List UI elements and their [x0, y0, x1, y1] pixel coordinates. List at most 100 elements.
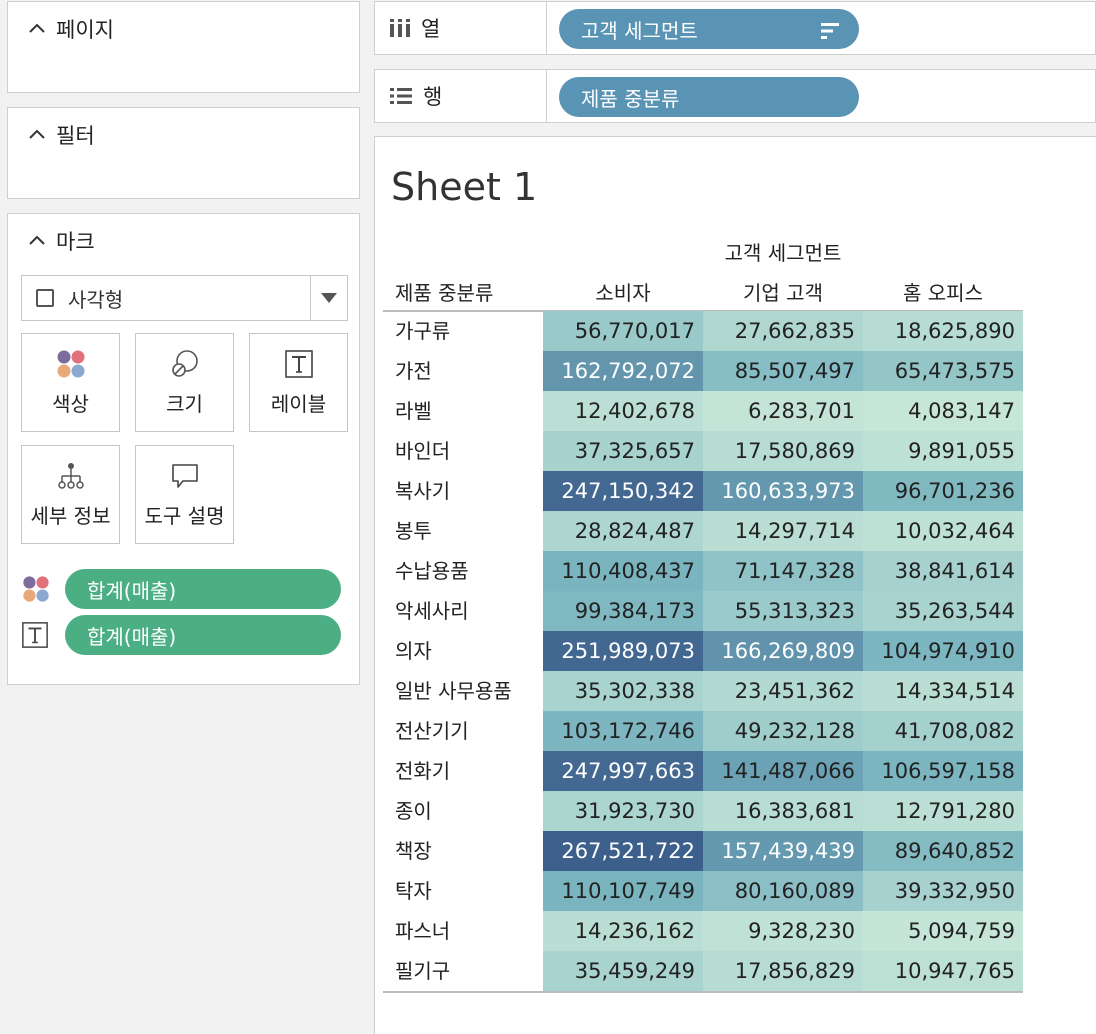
row-label[interactable]: 종이: [395, 799, 432, 823]
column-group-header[interactable]: 고객 세그먼트: [724, 241, 842, 265]
cell-home-office[interactable]: 14,334,514: [863, 671, 1023, 711]
table-row[interactable]: 일반 사무용품 35,302,338 23,451,362 14,334,514: [383, 671, 1023, 711]
cell-home-office[interactable]: 65,473,575: [863, 351, 1023, 391]
table-row[interactable]: 라벨 12,402,678 6,283,701 4,083,147: [383, 391, 1023, 431]
table-row[interactable]: 탁자 110,107,749 80,160,089 39,332,950: [383, 871, 1023, 911]
columns-shelf[interactable]: 열 고객 세그먼트: [374, 1, 1096, 55]
table-row[interactable]: 봉투 28,824,487 14,297,714 10,032,464: [383, 511, 1023, 551]
row-label[interactable]: 전산기기: [395, 719, 469, 743]
rows-shelf[interactable]: 행 제품 중분류: [374, 69, 1096, 123]
table-row[interactable]: 책장 267,521,722 157,439,439 89,640,852: [383, 831, 1023, 871]
color-measure-pill[interactable]: 합계(매출): [65, 569, 341, 609]
cell-home-office[interactable]: 41,708,082: [863, 711, 1023, 751]
mark-type-dropdown[interactable]: 사각형: [21, 275, 348, 321]
table-row[interactable]: 악세사리 99,384,173 55,313,323 35,263,544: [383, 591, 1023, 631]
color-button[interactable]: 색상: [21, 333, 120, 432]
cell-consumer[interactable]: 247,150,342: [543, 471, 703, 511]
cell-consumer[interactable]: 28,824,487: [543, 511, 703, 551]
detail-button[interactable]: 세부 정보: [21, 445, 120, 544]
cell-corporate[interactable]: 71,147,328: [703, 551, 863, 591]
cell-corporate[interactable]: 6,283,701: [703, 391, 863, 431]
cell-consumer[interactable]: 267,521,722: [543, 831, 703, 871]
cell-consumer[interactable]: 247,997,663: [543, 751, 703, 791]
table-row[interactable]: 복사기 247,150,342 160,633,973 96,701,236: [383, 471, 1023, 511]
row-label[interactable]: 탁자: [395, 879, 432, 903]
cell-consumer[interactable]: 56,770,017: [543, 311, 703, 351]
cell-consumer[interactable]: 110,107,749: [543, 871, 703, 911]
column-header-consumer[interactable]: 소비자: [595, 281, 651, 305]
row-label[interactable]: 필기구: [395, 959, 451, 983]
cell-home-office[interactable]: 89,640,852: [863, 831, 1023, 871]
sheet-title[interactable]: Sheet 1: [391, 165, 538, 209]
cell-consumer[interactable]: 35,302,338: [543, 671, 703, 711]
table-row[interactable]: 의자 251,989,073 166,269,809 104,974,910: [383, 631, 1023, 671]
cell-corporate[interactable]: 80,160,089: [703, 871, 863, 911]
cell-corporate[interactable]: 55,313,323: [703, 591, 863, 631]
label-button[interactable]: 레이블: [249, 333, 348, 432]
worksheet-view[interactable]: Sheet 1 고객 세그먼트 제품 중분류 소비자 기업 고객 홈 오피스 가…: [374, 136, 1096, 1034]
filters-card[interactable]: 필터: [7, 107, 360, 199]
rows-pill[interactable]: 제품 중분류: [559, 77, 859, 117]
cell-home-office[interactable]: 5,094,759: [863, 911, 1023, 951]
cell-corporate[interactable]: 17,580,869: [703, 431, 863, 471]
cell-home-office[interactable]: 18,625,890: [863, 311, 1023, 351]
row-label[interactable]: 일반 사무용품: [395, 679, 512, 703]
row-label[interactable]: 파스너: [395, 919, 451, 943]
cell-corporate[interactable]: 141,487,066: [703, 751, 863, 791]
cell-home-office[interactable]: 38,841,614: [863, 551, 1023, 591]
row-label[interactable]: 복사기: [395, 479, 451, 503]
cell-consumer[interactable]: 12,402,678: [543, 391, 703, 431]
table-row[interactable]: 바인더 37,325,657 17,580,869 9,891,055: [383, 431, 1023, 471]
cell-home-office[interactable]: 4,083,147: [863, 391, 1023, 431]
cell-consumer[interactable]: 35,459,249: [543, 951, 703, 991]
row-label[interactable]: 전화기: [395, 759, 451, 783]
row-label[interactable]: 책장: [395, 839, 432, 863]
tooltip-button[interactable]: 도구 설명: [135, 445, 234, 544]
table-row[interactable]: 파스너 14,236,162 9,328,230 5,094,759: [383, 911, 1023, 951]
row-label[interactable]: 수납용품: [395, 559, 469, 583]
cell-corporate[interactable]: 157,439,439: [703, 831, 863, 871]
cell-consumer[interactable]: 14,236,162: [543, 911, 703, 951]
cell-home-office[interactable]: 10,947,765: [863, 951, 1023, 991]
columns-pill[interactable]: 고객 세그먼트: [559, 9, 859, 49]
row-label[interactable]: 봉투: [395, 519, 432, 543]
cell-home-office[interactable]: 9,891,055: [863, 431, 1023, 471]
dropdown-arrow[interactable]: [310, 276, 347, 320]
cell-corporate[interactable]: 166,269,809: [703, 631, 863, 671]
cell-corporate[interactable]: 9,328,230: [703, 911, 863, 951]
table-row[interactable]: 전화기 247,997,663 141,487,066 106,597,158: [383, 751, 1023, 791]
cell-home-office[interactable]: 96,701,236: [863, 471, 1023, 511]
cell-corporate[interactable]: 16,383,681: [703, 791, 863, 831]
row-label[interactable]: 라벨: [395, 399, 432, 423]
marks-header[interactable]: 마크: [26, 228, 95, 254]
column-header-home-office[interactable]: 홈 오피스: [903, 281, 983, 305]
cell-corporate[interactable]: 23,451,362: [703, 671, 863, 711]
cell-consumer[interactable]: 99,384,173: [543, 591, 703, 631]
sort-descending-icon[interactable]: [819, 21, 841, 41]
cell-corporate[interactable]: 14,297,714: [703, 511, 863, 551]
cell-home-office[interactable]: 39,332,950: [863, 871, 1023, 911]
cell-corporate[interactable]: 17,856,829: [703, 951, 863, 991]
cell-consumer[interactable]: 31,923,730: [543, 791, 703, 831]
cell-consumer[interactable]: 251,989,073: [543, 631, 703, 671]
table-row[interactable]: 필기구 35,459,249 17,856,829 10,947,765: [383, 951, 1023, 991]
cell-consumer[interactable]: 110,408,437: [543, 551, 703, 591]
table-row[interactable]: 전산기기 103,172,746 49,232,128 41,708,082: [383, 711, 1023, 751]
cell-consumer[interactable]: 103,172,746: [543, 711, 703, 751]
table-row[interactable]: 가구류 56,770,017 27,662,835 18,625,890: [383, 311, 1023, 351]
row-label[interactable]: 가전: [395, 359, 432, 383]
cell-home-office[interactable]: 106,597,158: [863, 751, 1023, 791]
cell-corporate[interactable]: 49,232,128: [703, 711, 863, 751]
row-field-header[interactable]: 제품 중분류: [395, 281, 494, 305]
size-button[interactable]: 크기: [135, 333, 234, 432]
cell-corporate[interactable]: 27,662,835: [703, 311, 863, 351]
table-row[interactable]: 종이 31,923,730 16,383,681 12,791,280: [383, 791, 1023, 831]
table-row[interactable]: 수납용품 110,408,437 71,147,328 38,841,614: [383, 551, 1023, 591]
cell-consumer[interactable]: 37,325,657: [543, 431, 703, 471]
table-row[interactable]: 가전 162,792,072 85,507,497 65,473,575: [383, 351, 1023, 391]
row-label[interactable]: 바인더: [395, 439, 451, 463]
cell-home-office[interactable]: 10,032,464: [863, 511, 1023, 551]
row-label[interactable]: 의자: [395, 639, 432, 663]
row-label[interactable]: 악세사리: [395, 599, 469, 623]
label-measure-pill[interactable]: 합계(매출): [65, 615, 341, 655]
